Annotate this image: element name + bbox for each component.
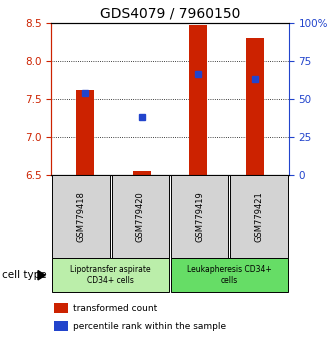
Bar [133, 171, 151, 175]
Text: transformed count: transformed count [73, 304, 157, 313]
Text: cell type: cell type [2, 270, 46, 280]
Bar [246, 38, 264, 175]
Title: GDS4079 / 7960150: GDS4079 / 7960150 [100, 6, 240, 21]
Text: GSM779420: GSM779420 [136, 192, 145, 242]
Bar [189, 24, 207, 175]
Bar [76, 90, 94, 175]
Polygon shape [38, 270, 45, 280]
Text: GSM779418: GSM779418 [76, 192, 85, 242]
Text: GSM779419: GSM779419 [195, 192, 204, 242]
Text: Leukapheresis CD34+
cells: Leukapheresis CD34+ cells [187, 265, 272, 285]
Text: percentile rank within the sample: percentile rank within the sample [73, 322, 226, 331]
Text: GSM779421: GSM779421 [254, 192, 264, 242]
Text: Lipotransfer aspirate
CD34+ cells: Lipotransfer aspirate CD34+ cells [70, 265, 151, 285]
